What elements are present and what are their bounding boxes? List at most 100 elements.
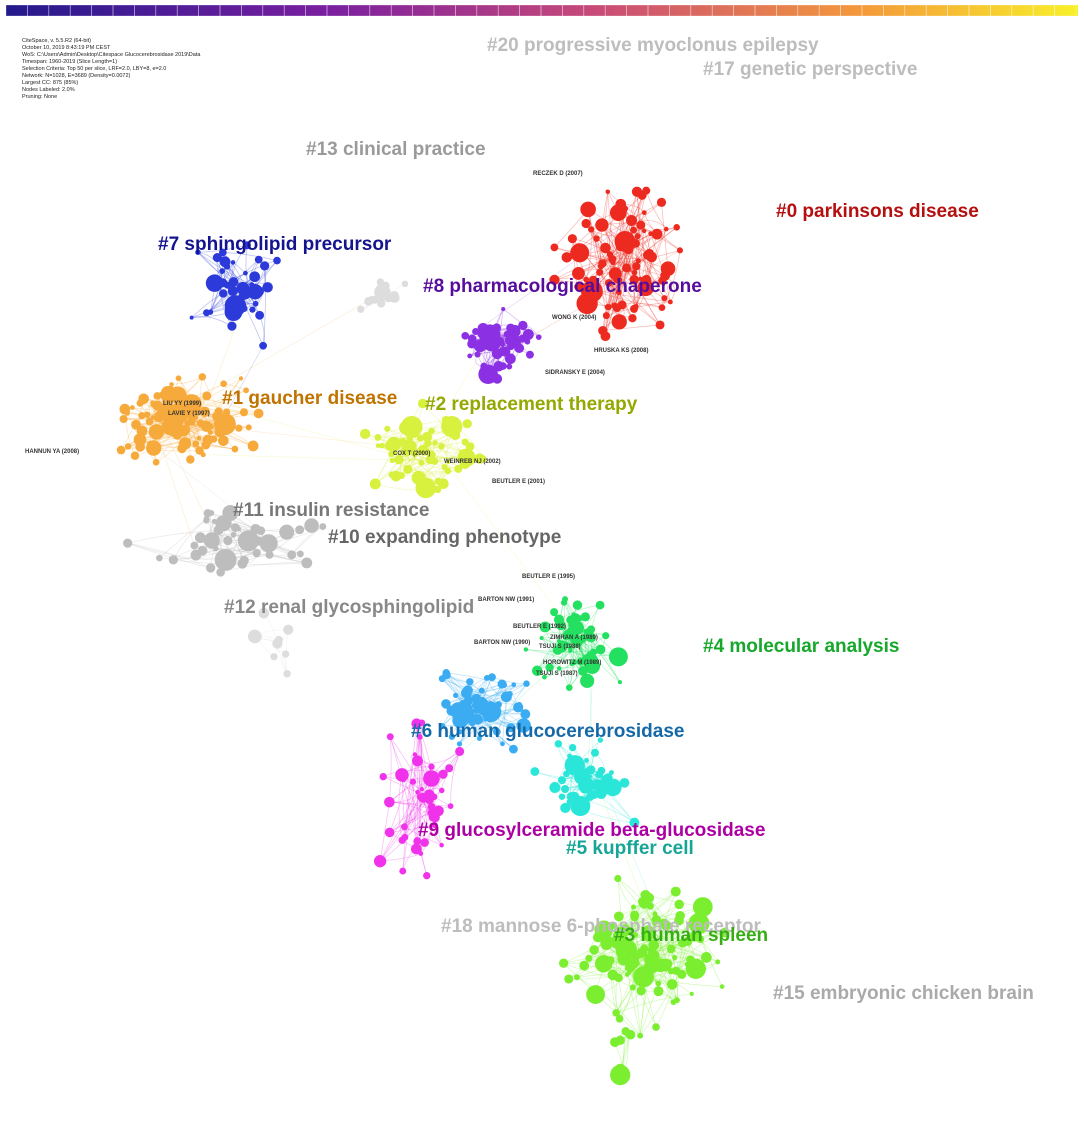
node [646, 251, 657, 263]
edge [389, 736, 418, 842]
edge [441, 678, 514, 750]
edge [598, 774, 683, 975]
node [631, 186, 643, 197]
node [384, 796, 395, 808]
node [265, 550, 274, 559]
node [319, 523, 327, 530]
node [511, 682, 517, 688]
edge [608, 282, 661, 326]
node [560, 802, 571, 814]
node [136, 399, 144, 407]
node [516, 701, 522, 708]
labels: CiteSpace, v. 5.5.R2 (64-bit)October 10,… [22, 35, 1034, 1004]
node [595, 770, 604, 779]
node [639, 897, 650, 909]
node [588, 629, 594, 636]
node [500, 341, 506, 347]
node [417, 734, 423, 740]
edge [155, 429, 195, 546]
node [499, 347, 506, 354]
node [700, 952, 712, 963]
node [586, 633, 596, 643]
node [615, 289, 622, 296]
node [633, 966, 655, 988]
edge [377, 437, 431, 461]
edge [675, 932, 725, 971]
node [209, 435, 218, 443]
node [594, 920, 614, 940]
node-label: BEUTLER E (1995) [522, 574, 575, 580]
node [264, 282, 270, 288]
node [611, 314, 627, 330]
node [579, 960, 590, 971]
node [220, 380, 228, 388]
edge [455, 695, 514, 750]
node [195, 446, 204, 455]
node [652, 1023, 660, 1031]
node [273, 256, 281, 265]
edge [404, 751, 460, 827]
node [296, 550, 304, 558]
node [259, 534, 278, 553]
node [684, 961, 690, 967]
node [390, 448, 397, 456]
node [123, 538, 133, 548]
node [505, 353, 516, 365]
node [595, 644, 606, 655]
node [238, 292, 247, 301]
node [384, 425, 391, 432]
node [501, 306, 506, 312]
node [583, 628, 590, 635]
node [462, 419, 472, 429]
node [374, 433, 382, 441]
node [249, 282, 255, 288]
node [560, 599, 568, 606]
node [427, 803, 436, 811]
node [136, 425, 148, 437]
node [507, 342, 515, 351]
node [417, 398, 428, 409]
header-info: Selection Criteria: Top 50 per slice, LR… [22, 66, 166, 72]
node [287, 550, 297, 560]
edge [576, 976, 641, 1036]
edge [220, 271, 233, 327]
edge [416, 723, 418, 842]
node [523, 680, 530, 687]
node [190, 549, 202, 561]
node [641, 228, 647, 234]
edge [616, 190, 647, 308]
node [483, 674, 490, 681]
cluster-label: #9 glucosylceramide beta-glucosidase [418, 820, 765, 841]
node [124, 410, 130, 416]
node [213, 525, 224, 536]
node [434, 477, 442, 486]
edge [127, 542, 211, 569]
node [660, 261, 676, 277]
node [615, 1014, 624, 1023]
edge [375, 434, 456, 485]
cluster-label: #3 human spleen [614, 925, 768, 946]
node [205, 563, 216, 573]
node [281, 650, 290, 658]
node [247, 440, 259, 452]
edge [404, 805, 451, 828]
node [478, 687, 485, 694]
node [301, 557, 313, 569]
node [357, 305, 365, 313]
node-label: SIDRANSKY E (2004) [545, 370, 605, 376]
node [566, 615, 576, 625]
node [458, 712, 463, 717]
node [601, 775, 608, 782]
node [584, 661, 592, 669]
node [414, 722, 421, 729]
node [213, 413, 236, 436]
node [524, 338, 531, 345]
node-label: BARTON NW (1991) [478, 597, 534, 603]
node [438, 769, 448, 779]
node [190, 541, 199, 550]
node [447, 803, 454, 810]
node [457, 448, 476, 467]
node [535, 334, 542, 340]
node [471, 701, 480, 710]
node [401, 823, 408, 831]
